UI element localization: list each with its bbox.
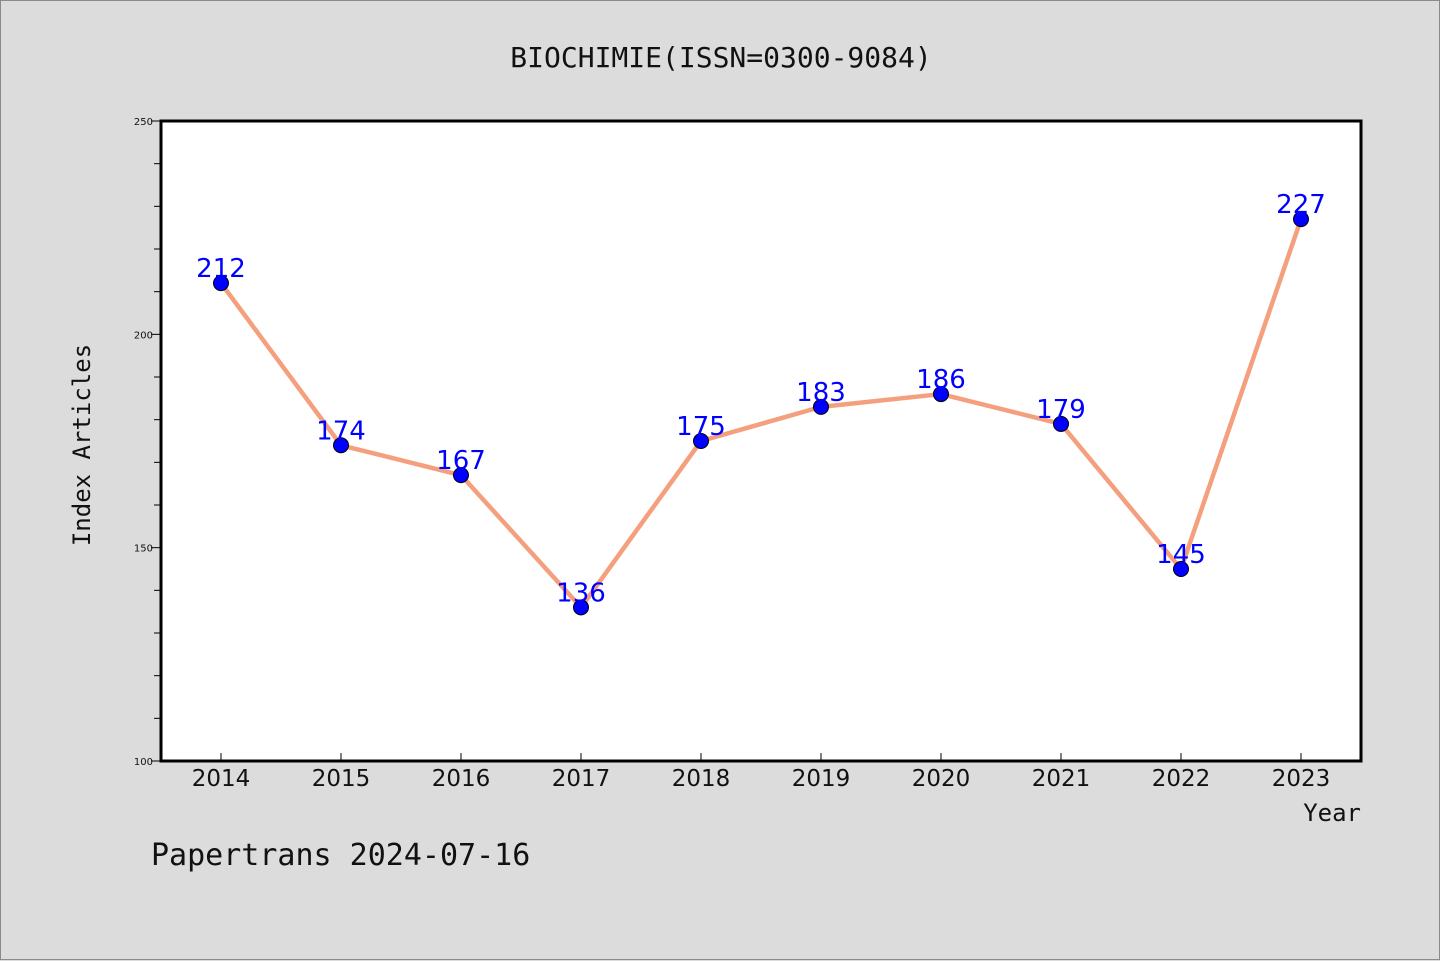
- x-tick-label: 2019: [792, 766, 851, 792]
- data-label: 186: [916, 365, 966, 395]
- data-point: [453, 467, 469, 484]
- x-tick-label: 2014: [192, 766, 251, 792]
- plot-area: [159, 119, 1363, 763]
- x-tick-label: 2015: [312, 766, 371, 792]
- y-tick-label: 250: [134, 117, 153, 128]
- data-label: 175: [676, 412, 726, 442]
- data-point: [213, 275, 229, 292]
- data-label-group: 212 174 167 136 175 183 186 179 145 227: [196, 190, 1326, 608]
- y-tick-label: 200: [134, 330, 153, 341]
- data-point: [333, 437, 349, 454]
- y-axis-label: Index Articles: [68, 344, 96, 546]
- x-tick-label: 2016: [432, 766, 491, 792]
- data-label: 145: [1156, 540, 1206, 570]
- data-label: 183: [796, 378, 846, 408]
- data-label: 179: [1036, 395, 1086, 425]
- y-axis: 100 150 200 250: [134, 117, 161, 768]
- x-tick-label: 2021: [1032, 766, 1091, 792]
- data-point: [813, 398, 829, 415]
- data-label: 136: [556, 578, 606, 608]
- x-axis: 2014 2015 2016 2017 2018 2019 2020 2021 2022 2023: [192, 753, 1331, 792]
- data-point: [573, 599, 589, 616]
- x-tick-label: 2020: [912, 766, 971, 792]
- data-label: 227: [1276, 190, 1326, 220]
- data-label: 174: [316, 416, 366, 446]
- x-tick-label: 2022: [1152, 766, 1211, 792]
- x-tick-label: 2018: [672, 766, 731, 792]
- data-label: 167: [436, 446, 486, 476]
- y-tick-label: 150: [134, 544, 153, 555]
- data-point: [1053, 415, 1069, 432]
- data-point: [693, 433, 709, 449]
- x-tick-label: 2017: [552, 766, 611, 792]
- x-tick-label: 2023: [1272, 766, 1331, 792]
- series-line-group: [213, 211, 1309, 616]
- x-axis-label: Year: [1303, 799, 1361, 827]
- data-label: 212: [196, 254, 246, 284]
- data-point: [1173, 561, 1189, 577]
- data-point: [1293, 211, 1309, 228]
- footer-credit: Papertrans 2024-07-16: [151, 838, 530, 873]
- chart-title: BIOCHIMIE(ISSN=0300-9084): [510, 41, 931, 74]
- data-point: [933, 386, 949, 403]
- y-tick-label: 100: [134, 757, 153, 768]
- series-line: [218, 216, 1304, 610]
